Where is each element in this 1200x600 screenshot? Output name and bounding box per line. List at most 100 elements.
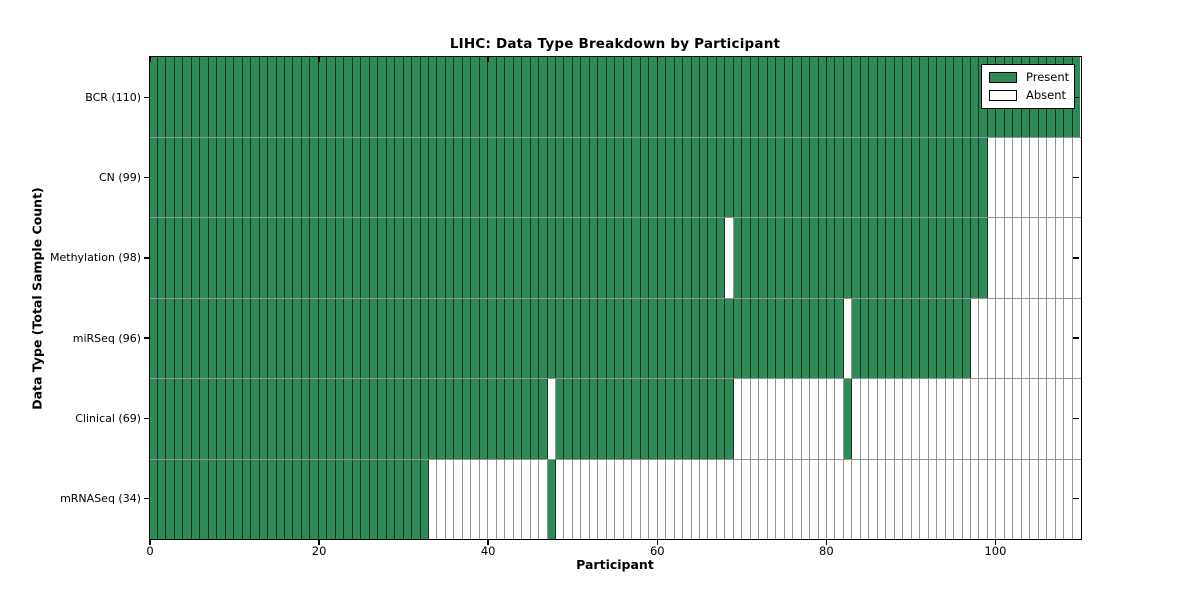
x-tick-label: 0	[146, 543, 154, 558]
matrix-cell	[225, 137, 235, 217]
matrix-cell	[928, 298, 938, 378]
matrix-cell	[835, 218, 844, 298]
matrix-cell	[174, 298, 184, 378]
matrix-cell	[412, 298, 421, 378]
matrix-cell	[395, 298, 404, 378]
matrix-cell	[733, 298, 743, 378]
matrix-cell	[285, 298, 294, 378]
matrix-cell	[852, 57, 861, 137]
matrix-cell	[1021, 379, 1031, 459]
matrix-cell	[886, 218, 895, 298]
matrix-cell	[166, 137, 175, 217]
matrix-cell	[530, 379, 540, 459]
x-tick-mark	[149, 57, 151, 62]
matrix-cell	[1030, 218, 1039, 298]
matrix-cell	[530, 137, 540, 217]
matrix-cell	[801, 298, 811, 378]
x-tick-mark	[825, 57, 828, 62]
matrix-cell	[403, 218, 413, 298]
matrix-cell	[378, 57, 387, 137]
matrix-cell	[242, 218, 252, 298]
matrix-cell	[1030, 459, 1039, 539]
matrix-cell	[1030, 298, 1039, 378]
matrix-cell	[301, 459, 311, 539]
matrix-cell	[945, 379, 955, 459]
matrix-cell	[327, 218, 336, 298]
matrix-cell	[818, 459, 827, 539]
matrix-cell	[699, 298, 709, 378]
matrix-cell	[598, 137, 607, 217]
matrix-cell	[733, 57, 743, 137]
matrix-cell	[505, 459, 514, 539]
x-tick-mark	[656, 57, 658, 62]
matrix-cell	[276, 379, 285, 459]
matrix-cell	[623, 379, 633, 459]
matrix-cell	[615, 57, 624, 137]
matrix-cell	[767, 137, 777, 217]
matrix-cell	[268, 57, 277, 137]
matrix-cell	[776, 298, 785, 378]
matrix-cell	[657, 218, 667, 298]
matrix-cell	[632, 57, 641, 137]
matrix-cell	[996, 298, 1005, 378]
y-tick-mark	[1073, 417, 1079, 419]
matrix-cell	[869, 379, 878, 459]
matrix-cell	[259, 459, 269, 539]
matrix-cell	[877, 137, 887, 217]
matrix-cell	[335, 57, 345, 137]
matrix-cell	[716, 298, 726, 378]
x-tick-mark	[149, 540, 151, 545]
matrix-cell	[962, 298, 971, 378]
matrix-cell	[310, 298, 319, 378]
matrix-cell	[683, 218, 692, 298]
matrix-cell	[301, 137, 311, 217]
matrix-cell	[1038, 298, 1048, 378]
matrix-cell	[708, 218, 717, 298]
matrix-cell	[471, 459, 480, 539]
matrix-cell	[784, 57, 794, 137]
matrix-cell	[386, 298, 396, 378]
matrix-cell	[488, 218, 497, 298]
matrix-cell	[1038, 137, 1048, 217]
matrix-cell	[191, 298, 201, 378]
matrix-cell	[1047, 298, 1056, 378]
matrix-cell	[496, 459, 506, 539]
matrix-cell	[344, 298, 353, 378]
matrix-cell	[505, 137, 514, 217]
matrix-cell	[505, 57, 514, 137]
matrix-cell	[352, 57, 362, 137]
matrix-cell	[225, 57, 235, 137]
matrix-cell	[174, 137, 184, 217]
plot-area	[148, 56, 1082, 540]
matrix-cell	[200, 57, 209, 137]
matrix-cell	[1004, 298, 1014, 378]
matrix-cell	[462, 137, 472, 217]
matrix-cell	[488, 459, 497, 539]
matrix-cell	[649, 218, 658, 298]
matrix-cell	[970, 459, 980, 539]
matrix-cell	[166, 459, 175, 539]
matrix-cell	[683, 137, 692, 217]
matrix-cell	[183, 298, 192, 378]
matrix-cell	[945, 459, 955, 539]
matrix-cell	[843, 57, 853, 137]
matrix-cell	[335, 137, 345, 217]
matrix-cell	[793, 379, 802, 459]
matrix-cell	[691, 57, 700, 137]
matrix-cell	[911, 459, 921, 539]
matrix-cell	[174, 379, 184, 459]
matrix-cell	[699, 57, 709, 137]
matrix-cell	[234, 459, 243, 539]
matrix-cell	[733, 218, 743, 298]
matrix-cell	[1013, 137, 1022, 217]
matrix-cell	[556, 137, 565, 217]
matrix-cell	[157, 459, 167, 539]
matrix-cell	[818, 298, 827, 378]
matrix-cell	[378, 459, 387, 539]
matrix-cell	[352, 218, 362, 298]
matrix-cell	[310, 218, 319, 298]
matrix-cell	[776, 137, 785, 217]
matrix-cell	[318, 137, 328, 217]
matrix-cell	[801, 379, 811, 459]
